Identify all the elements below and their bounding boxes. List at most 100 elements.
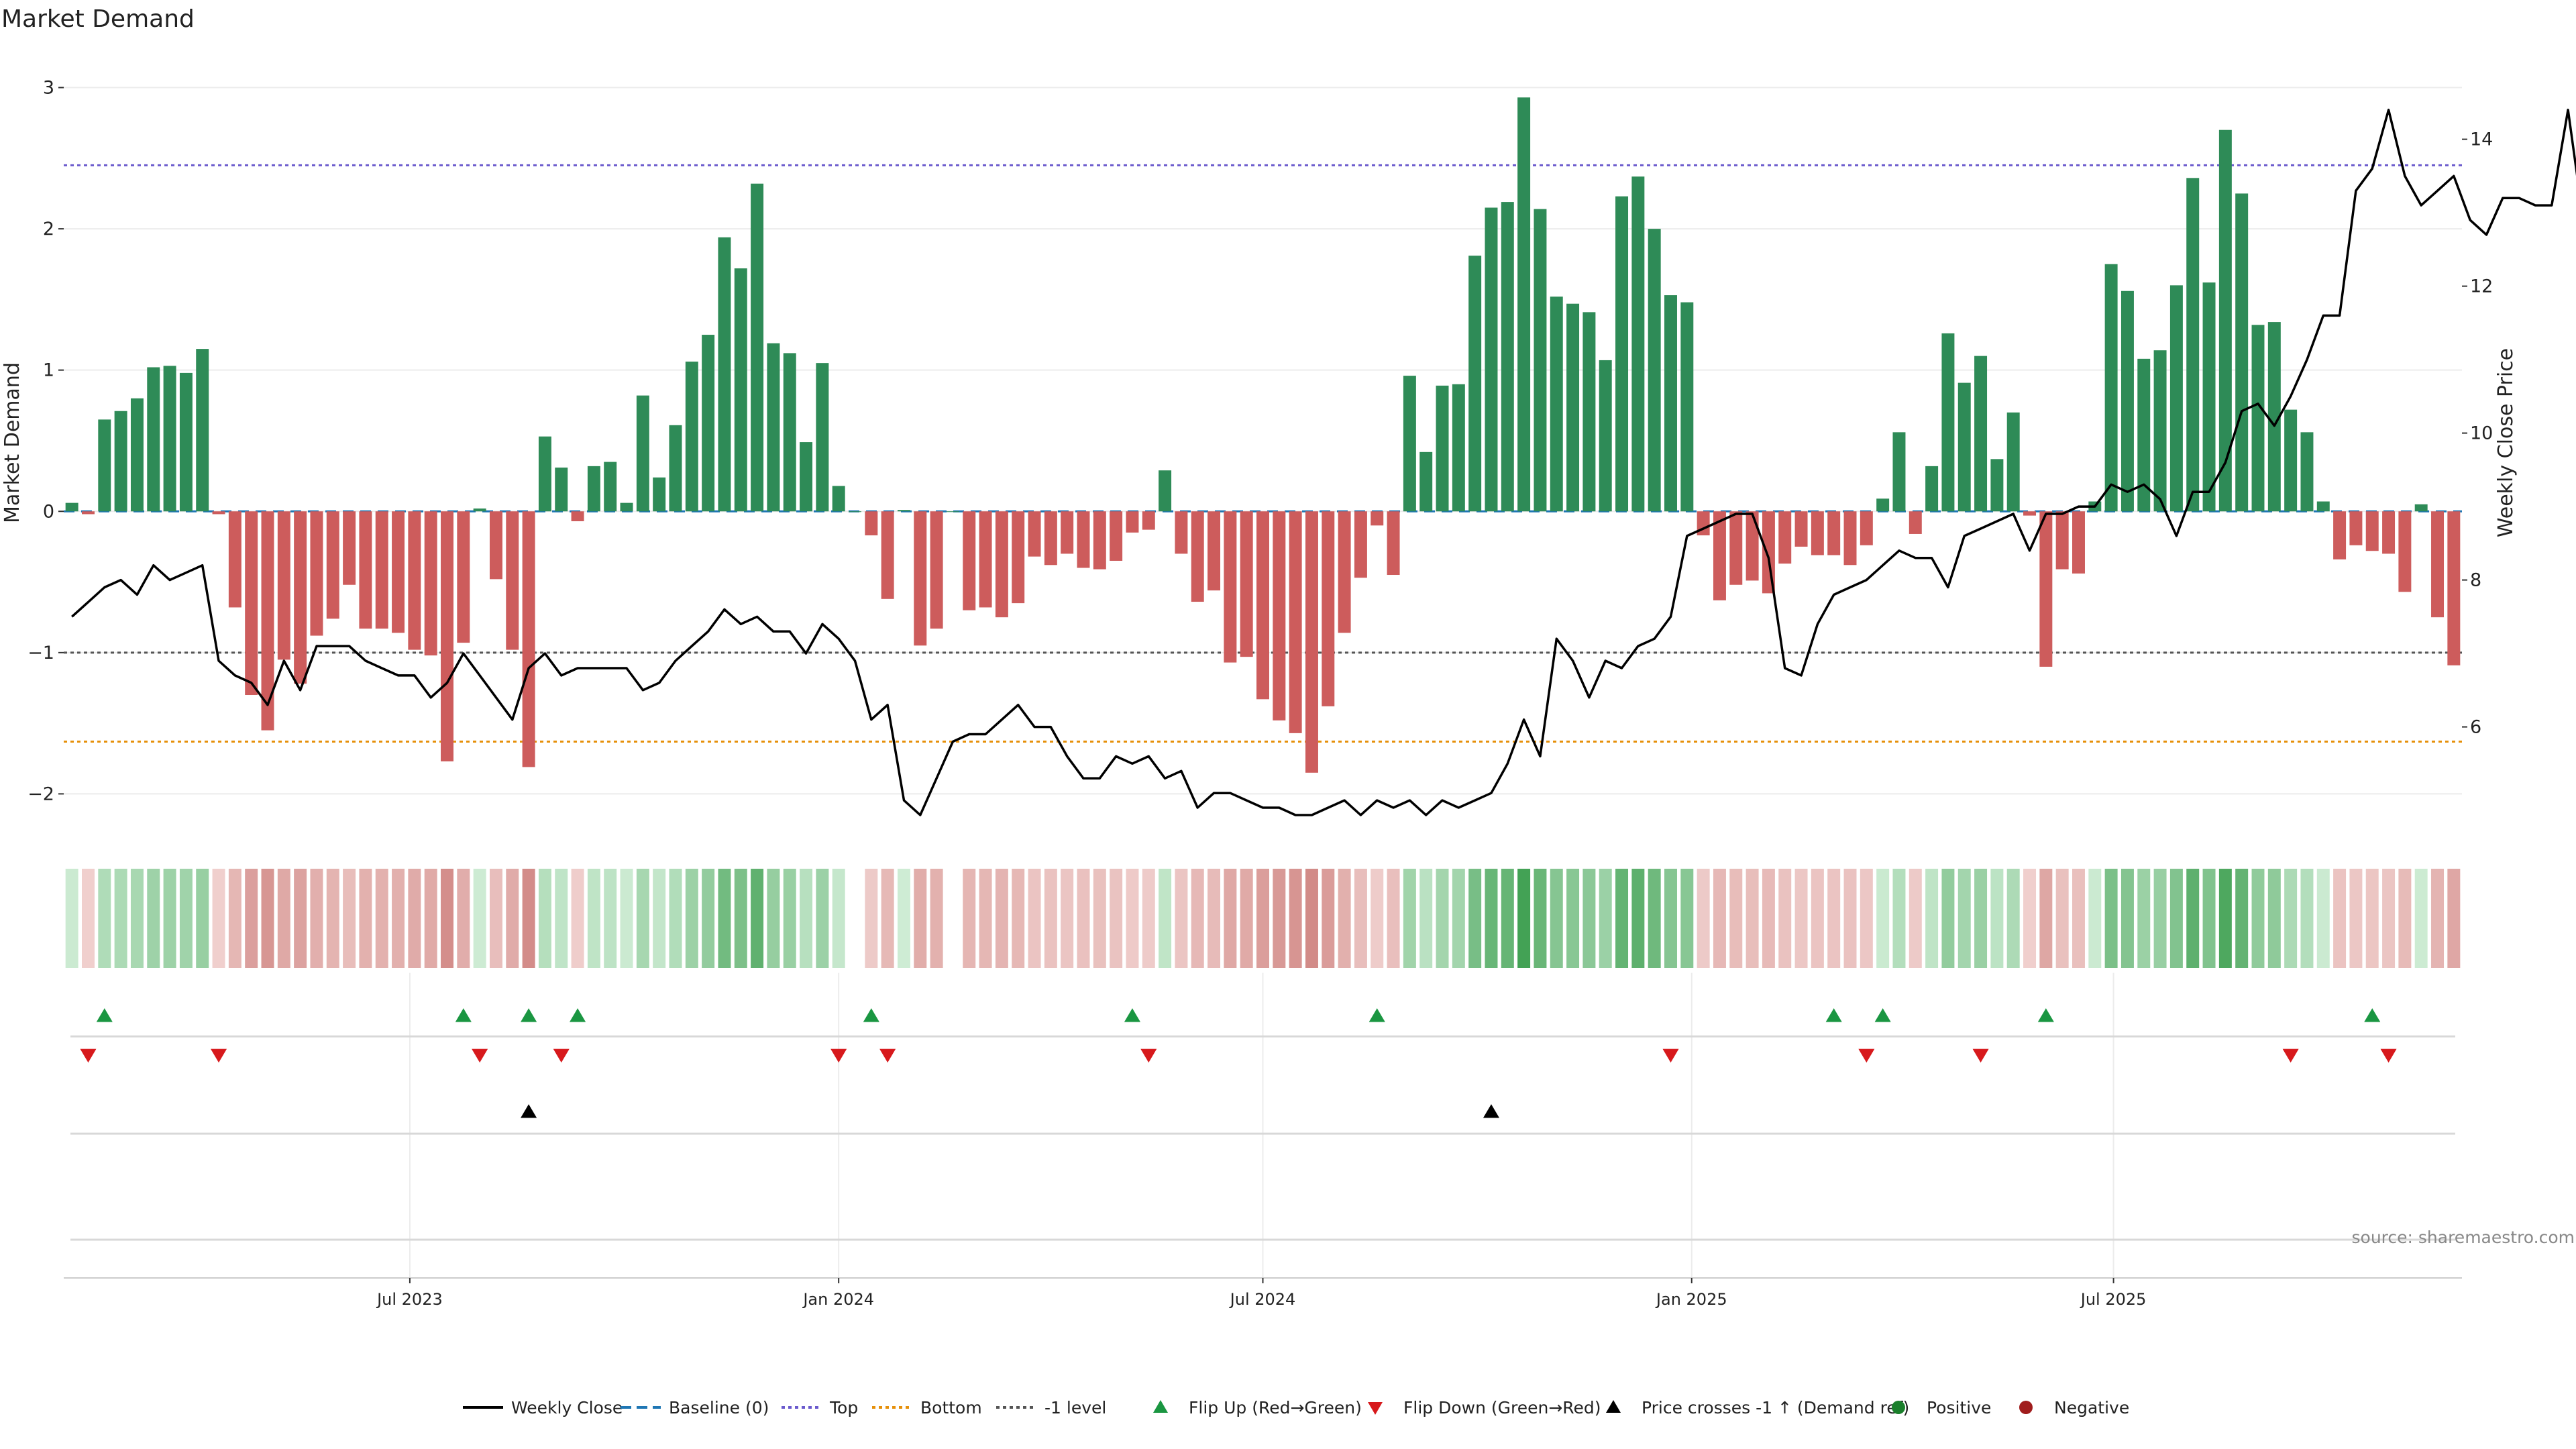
flip-down-marker (2282, 1049, 2299, 1063)
heat-cell (1909, 869, 1922, 968)
demand-bar (2300, 432, 2314, 512)
heat-cell (1925, 869, 1939, 968)
heat-cell (489, 869, 502, 968)
heat-cell (2267, 869, 2281, 968)
heat-cell (620, 869, 633, 968)
flip-markers (80, 1008, 2397, 1118)
demand-bar (1305, 511, 1318, 773)
demand-bar (1876, 498, 1890, 512)
flip-up-marker (1825, 1008, 1842, 1022)
legend-swatch-tri-up (1606, 1400, 1621, 1413)
heat-cell (1762, 869, 1775, 968)
demand-bar (1794, 511, 1808, 547)
demand-bar (261, 511, 274, 731)
demand-bar (457, 511, 470, 643)
heat-cell (604, 869, 617, 968)
heat-cell (1419, 869, 1433, 968)
heat-cell (98, 869, 111, 968)
demand-bar (2039, 511, 2053, 667)
heat-cell (441, 869, 453, 968)
demand-bar (2169, 285, 2183, 512)
demand-bar (1256, 511, 1269, 700)
heat-cell (1794, 869, 1808, 968)
demand-bar (1419, 451, 1433, 512)
demand-bar (800, 442, 813, 512)
demand-bar (702, 335, 715, 512)
y-axis-label-left: Market Demand (1, 362, 24, 523)
flip-up-marker (1124, 1008, 1140, 1022)
demand-bar (1159, 470, 1172, 512)
flip-up-marker (2037, 1008, 2054, 1022)
flip-up-marker (1368, 1008, 1385, 1022)
demand-bar (1582, 312, 1596, 512)
heat-cell (2006, 869, 2020, 968)
demand-bar (2023, 511, 2037, 516)
flip-up-marker (2364, 1008, 2381, 1022)
demand-bar (196, 349, 209, 512)
demand-bar (1028, 511, 1041, 557)
flip-down-marker (2380, 1049, 2397, 1063)
demand-bar (1648, 229, 1661, 512)
demand-bar (343, 511, 356, 585)
demand-bar (1387, 511, 1400, 576)
heat-cell (1371, 869, 1384, 968)
demand-bar (1599, 360, 1612, 512)
demand-bar (1615, 196, 1629, 512)
heat-cell (1224, 869, 1237, 968)
heat-cell (538, 869, 551, 968)
heat-cell (245, 869, 258, 968)
heat-cell (1582, 869, 1596, 968)
demand-bar (1273, 511, 1286, 720)
demand-bar (2447, 511, 2461, 665)
demand-bar (1452, 384, 1465, 512)
demand-bar (2431, 511, 2445, 618)
heat-cell (914, 869, 927, 968)
price-cross-marker (521, 1104, 537, 1118)
demand-bar (1142, 511, 1155, 530)
heat-cell (1452, 869, 1465, 968)
demand-bar (1843, 511, 1857, 566)
heat-cell (2382, 869, 2396, 968)
demand-bar (1126, 511, 1139, 533)
demand-bar (1860, 511, 1873, 545)
flip-down-marker (1972, 1049, 1989, 1063)
demand-bar (375, 511, 388, 629)
legend-item: Weekly Close (463, 1398, 623, 1417)
demand-bar (2104, 264, 2118, 512)
demand-bar (767, 343, 780, 512)
demand-bar (669, 425, 682, 512)
demand-bar (587, 466, 600, 512)
demand-bar (1909, 511, 1922, 534)
demand-bar (506, 511, 519, 650)
legend-label: -1 level (1044, 1398, 1106, 1417)
demand-bar (147, 367, 160, 512)
heat-cell (2284, 869, 2298, 968)
heat-cell (2349, 869, 2363, 968)
heat-cell (196, 869, 209, 968)
heat-cell (653, 869, 666, 968)
heat-cell (2316, 869, 2330, 968)
demand-bar (392, 511, 405, 633)
heat-cell (2235, 869, 2249, 968)
heat-cell (179, 869, 193, 968)
heat-cell (2251, 869, 2265, 968)
demand-bar (2349, 511, 2363, 545)
demand-bar (441, 511, 453, 761)
legend-label: Top (829, 1398, 858, 1417)
demand-bar (1354, 511, 1367, 578)
heat-cell (2023, 869, 2037, 968)
heat-cell (1485, 869, 1498, 968)
demand-bar (571, 511, 584, 521)
flip-up-marker (570, 1008, 586, 1022)
y-tick-label-left: 2 (43, 219, 54, 239)
demand-bar (65, 502, 78, 512)
x-tick-label: Jul 2024 (1229, 1290, 1296, 1309)
demand-bar (783, 353, 796, 512)
y-tick-label-right: 6 (2470, 717, 2481, 738)
demand-bar (832, 486, 845, 512)
demand-bar (751, 183, 764, 512)
heat-cell (1191, 869, 1204, 968)
heat-cell (392, 869, 405, 968)
demand-bar (1322, 511, 1335, 706)
heat-cell (1501, 869, 1514, 968)
